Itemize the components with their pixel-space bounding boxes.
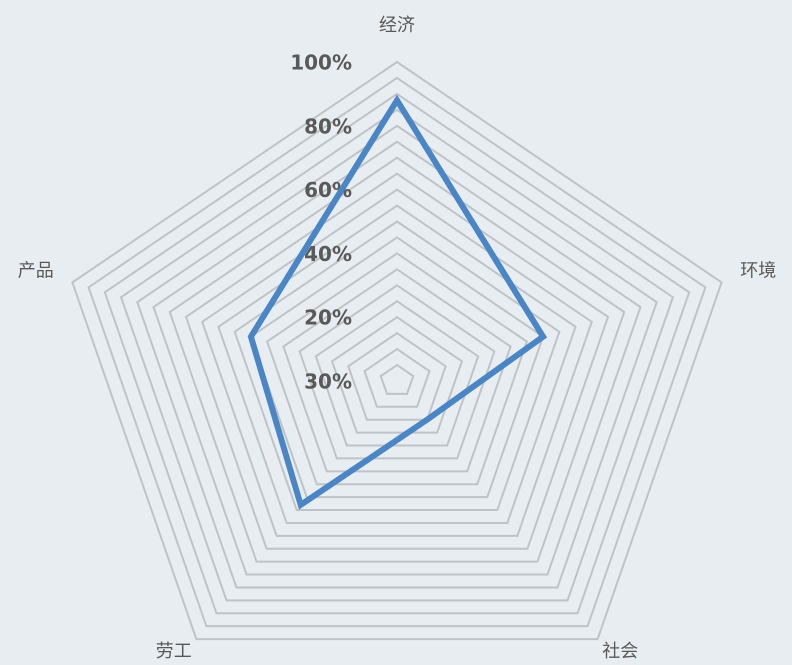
grid-ring [265,252,529,486]
grid-ring [330,315,464,434]
grid-ring [119,108,675,602]
tick-label: 80% [304,114,352,138]
grid-ring [379,363,415,395]
grid-ring [217,204,577,524]
grid-ring [152,140,642,576]
axis-label: 经济 [379,15,415,36]
grid-ring [298,284,496,460]
grid-ring [71,60,723,641]
tick-label: 20% [304,306,352,330]
grid-ring [282,268,512,473]
grid-ring [103,92,691,615]
tick-label: 40% [304,242,352,266]
grid-ring [87,76,707,628]
axis-label: 劳工 [156,641,192,662]
grid-ring [201,188,593,537]
axis-label: 环境 [740,260,776,281]
grid-ring [347,331,447,421]
grid-ring [184,172,610,550]
grid-ring [314,300,480,447]
grid-ring [233,220,561,512]
grid-ring [168,156,626,563]
grid-ring [249,236,545,499]
grid-ring [363,347,431,408]
axis-label: 社会 [602,641,638,662]
tick-label: 30% [304,370,352,394]
tick-label: 100% [290,51,352,75]
grid-ring [136,124,658,589]
series-line [247,94,548,510]
axis-label: 产品 [18,260,54,281]
